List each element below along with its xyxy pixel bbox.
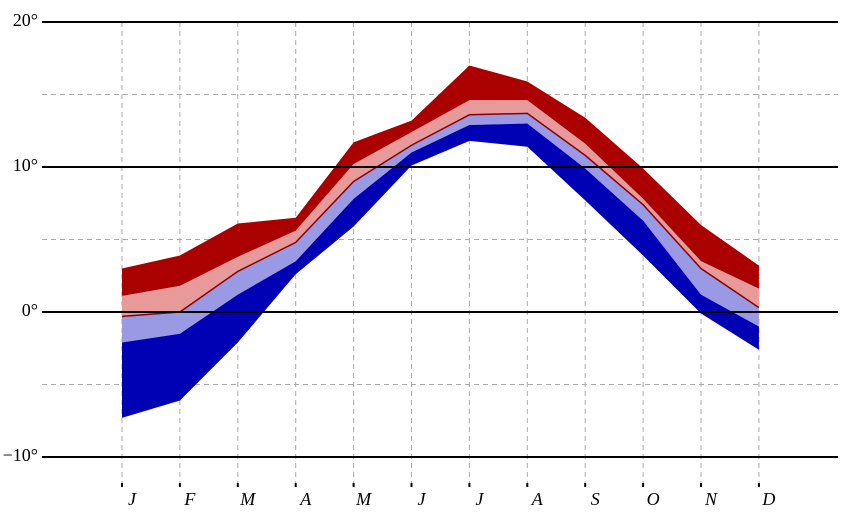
x-tick-label: A — [531, 489, 544, 509]
median-line — [121, 112, 760, 318]
band — [122, 100, 759, 317]
band — [122, 113, 759, 343]
x-tick-label: S — [591, 489, 600, 509]
band — [122, 123, 759, 418]
x-tick-label: D — [761, 489, 775, 509]
x-tick-label: M — [355, 489, 372, 509]
y-tick-label: 10° — [13, 155, 38, 175]
x-tick-label: J — [418, 489, 427, 509]
x-tick-label: F — [183, 489, 196, 509]
x-tick-label: M — [239, 489, 256, 509]
x-tick-label: A — [299, 489, 312, 509]
x-tick-label: J — [475, 489, 484, 509]
x-tick-label: J — [128, 489, 137, 509]
y-tick-label: −10° — [3, 445, 38, 465]
y-tick-label: 0° — [22, 300, 38, 320]
band — [122, 65, 759, 297]
y-tick-label: 20° — [13, 10, 38, 30]
x-tick-label: O — [647, 489, 660, 509]
x-tick-label: N — [704, 489, 718, 509]
